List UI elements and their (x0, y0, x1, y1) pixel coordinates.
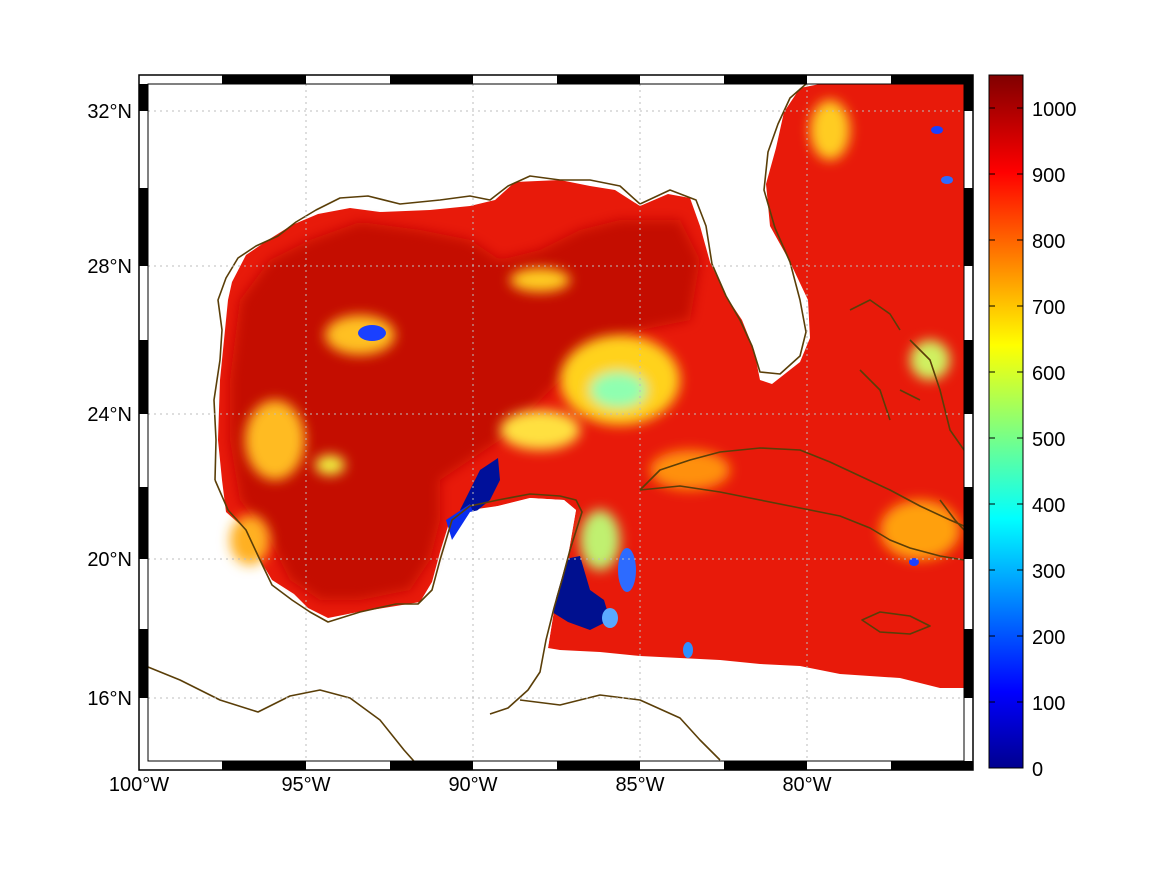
x-tick-label: 90°W (448, 774, 497, 796)
yucatan-land (400, 498, 576, 761)
colorbar-tick-label: 600 (1032, 363, 1065, 385)
colorbar-tick-label: 1000 (1032, 99, 1077, 121)
colorbar-ticks (989, 107, 1023, 769)
coastlines (148, 84, 964, 761)
colorbar-tick-label: 800 (1032, 231, 1065, 253)
hispaniola-coastline (939, 499, 964, 531)
colorbar-tick-label: 0 (1032, 759, 1043, 781)
colorbar-tick-label: 700 (1032, 297, 1065, 319)
colorbar-tick-label: 900 (1032, 165, 1065, 187)
central-america-land (148, 665, 400, 761)
dark-red-region-west (230, 220, 700, 600)
y-tick-label: 24°N (87, 404, 132, 426)
cuba-coastline (639, 447, 964, 561)
x-tick-label: 100°W (109, 774, 169, 796)
y-tick-label: 32°N (87, 101, 132, 123)
gulf-coastline (213, 84, 808, 481)
colorbar-tick-label: 400 (1032, 495, 1065, 517)
blue-low-areas (358, 126, 953, 658)
y-axis-labels: 16°N 20°N 24°N 28°N 32°N (87, 101, 132, 710)
colorbar-gradient (988, 74, 1024, 769)
colorbar-tick-label: 300 (1032, 561, 1065, 583)
colorbar-labels: 0 100 200 300 400 500 600 700 800 900 10… (1032, 99, 1077, 781)
y-tick-label: 16°N (87, 688, 132, 710)
x-tick-label: 80°W (782, 774, 831, 796)
colorbar-tick-label: 500 (1032, 429, 1065, 451)
jamaica-coastline (861, 611, 931, 635)
y-tick-label: 20°N (87, 549, 132, 571)
grid-lines (148, 84, 964, 761)
map-frame (138, 74, 974, 771)
colorbar: 0 100 200 300 400 500 600 700 800 900 10… (988, 74, 1077, 781)
x-tick-label: 95°W (281, 774, 330, 796)
bahamas-coastline (849, 299, 964, 451)
mexico-gulf-coastline (214, 479, 583, 715)
honduras-coastline (519, 694, 721, 761)
colorbar-tick-label: 200 (1032, 627, 1065, 649)
x-tick-label: 85°W (615, 774, 664, 796)
colorbar-tick-label: 100 (1032, 693, 1065, 715)
central-america-coastline (148, 666, 415, 761)
y-tick-label: 28°N (87, 256, 132, 278)
map-panel: 100°W 95°W 90°W 85°W 80°W 16°N 20°N 24°N… (87, 74, 974, 796)
x-axis-labels: 100°W 95°W 90°W 85°W 80°W (109, 774, 832, 796)
